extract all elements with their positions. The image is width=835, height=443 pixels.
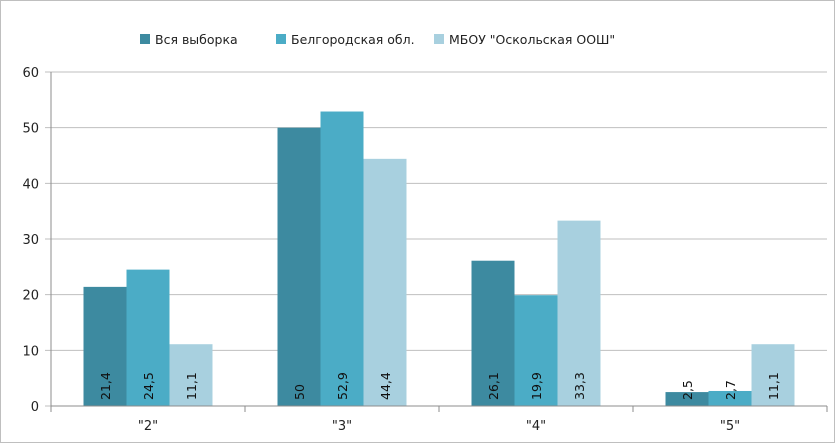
y-tick-label-50: 50: [22, 122, 39, 137]
data-label-3-1: 26,1: [486, 372, 501, 400]
data-label-2-2: 52,9: [335, 372, 350, 400]
bar-3-1: [471, 260, 515, 406]
data-label-3-3: 33,3: [572, 372, 587, 400]
legend-swatch-3: [434, 34, 444, 44]
legend-swatch-1: [140, 34, 150, 44]
y-tick-label-10: 10: [22, 344, 39, 359]
y-tick-label-0: 0: [31, 400, 39, 415]
data-label-1-2: 24,5: [141, 372, 156, 400]
data-label-3-2: 19,9: [529, 372, 544, 400]
x-category-label-3: "4": [526, 419, 546, 434]
legend-swatch-2: [276, 34, 286, 44]
data-label-4-2: 2,7: [723, 380, 738, 400]
data-label-2-3: 44,4: [378, 372, 393, 400]
bar-1-3: [169, 344, 213, 406]
y-tick-label-40: 40: [22, 177, 39, 192]
data-label-4-3: 11,1: [766, 372, 781, 400]
x-category-label-4: "5": [720, 419, 740, 434]
bar-1-1: [83, 286, 127, 406]
data-label-2-1: 50: [292, 384, 307, 400]
legend-label-3: МБОУ "Оскольская ООШ": [449, 32, 615, 47]
y-tick-label-30: 30: [22, 233, 39, 248]
x-category-label-1: "2": [138, 419, 158, 434]
legend-label-1: Вся выборка: [155, 32, 238, 47]
x-category-label-2: "3": [332, 419, 352, 434]
bar-2-3: [363, 158, 407, 406]
bar-1-2: [126, 269, 170, 406]
data-label-4-1: 2,5: [680, 380, 695, 400]
bar-3-2: [514, 295, 558, 406]
y-tick-label-20: 20: [22, 289, 39, 304]
bar-2-2: [320, 111, 364, 407]
bar-4-2: [708, 390, 752, 406]
data-label-1-3: 11,1: [184, 372, 199, 400]
bar-3-3: [557, 220, 601, 406]
bar-4-3: [751, 344, 795, 406]
legend-label-2: Белгородская обл.: [291, 32, 415, 47]
bar-4-1: [665, 392, 709, 406]
y-tick-label-60: 60: [22, 66, 39, 81]
bar-2-1: [277, 127, 321, 407]
data-label-1-1: 21,4: [98, 372, 113, 400]
